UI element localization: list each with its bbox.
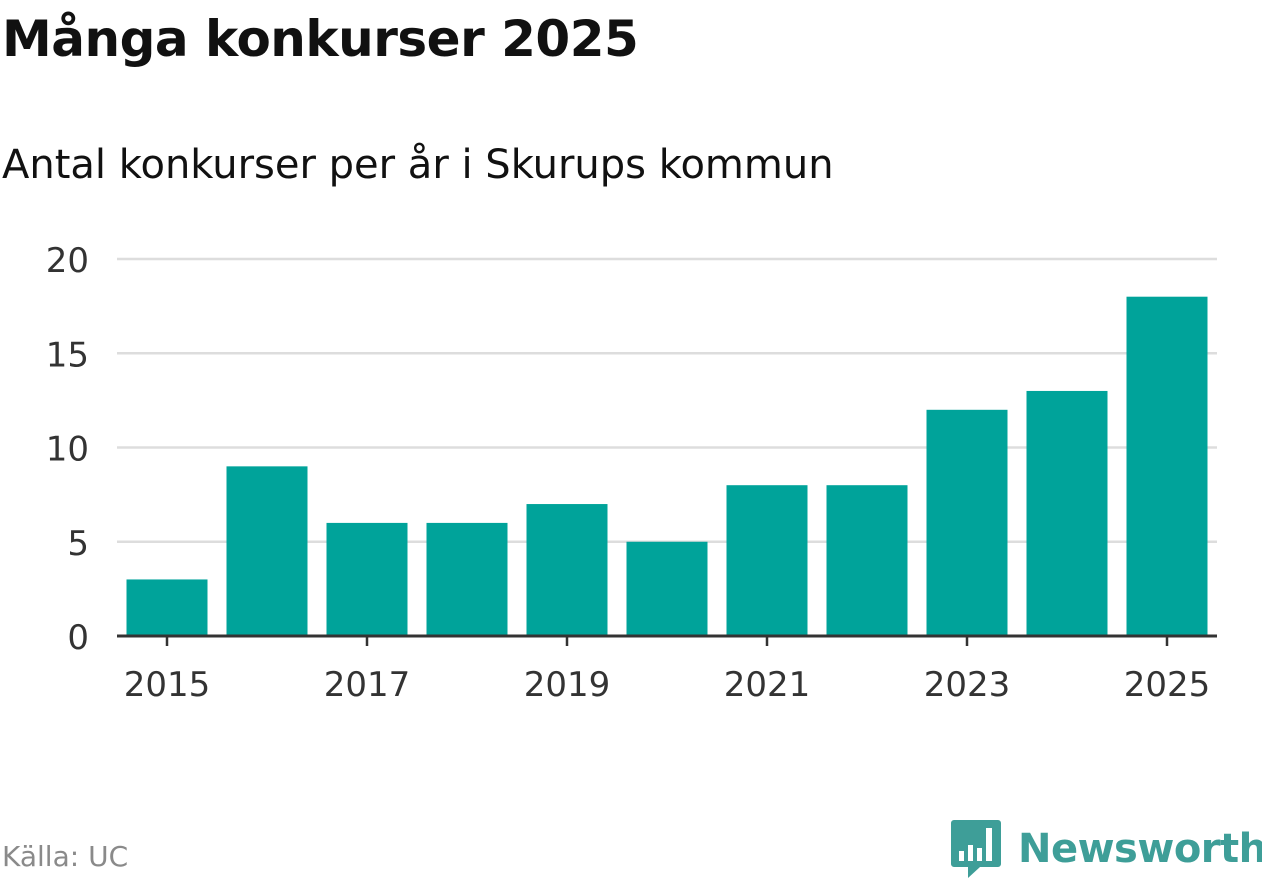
x-tick-label: 2021 (724, 665, 811, 705)
bar-2024 (1026, 390, 1108, 636)
chart-title: Många konkurser 2025 (2, 10, 639, 68)
y-tick-label: 20 (46, 241, 89, 281)
y-tick-label: 0 (67, 618, 89, 658)
source-note: Källa: UC (2, 840, 129, 873)
x-tick-label: 2025 (1124, 665, 1211, 705)
bar-2016 (226, 466, 308, 636)
brand-name: Newsworthy (1018, 826, 1262, 872)
bar-2025 (1126, 296, 1208, 636)
bar-2022 (826, 485, 908, 636)
newsworthy-logo-icon (951, 820, 1001, 878)
y-tick-label: 5 (67, 524, 89, 564)
x-tick-label: 2019 (524, 665, 611, 705)
x-tick-label: 2017 (324, 665, 411, 705)
bar-chart: 0 5 10 15 20 2015 2017 2019 2021 2023 2025 (46, 241, 1217, 705)
y-tick-label: 15 (46, 335, 89, 375)
bar-2015 (126, 579, 208, 636)
chart-subtitle: Antal konkurser per år i Skurups kommun (2, 142, 834, 188)
bar-2021 (726, 485, 808, 636)
bar-2020 (626, 541, 708, 636)
x-tick-label: 2023 (924, 665, 1011, 705)
y-tick-label: 10 (46, 430, 89, 470)
bar-2018 (426, 522, 508, 636)
bar-2017 (326, 522, 408, 636)
bar-2023 (926, 409, 1008, 636)
bar-2019 (526, 504, 608, 636)
x-tick-label: 2015 (124, 665, 211, 705)
brand-logo: Newsworthy (950, 818, 1262, 880)
